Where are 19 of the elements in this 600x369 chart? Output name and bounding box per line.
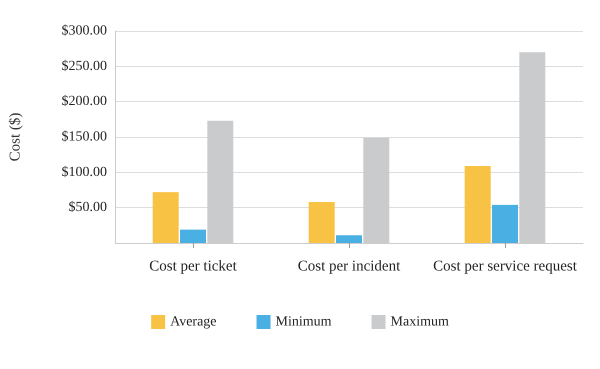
y-tick-label: $100.00: [62, 164, 107, 180]
bar: [336, 235, 362, 243]
y-tick-label: $200.00: [62, 94, 107, 110]
bar: [492, 204, 518, 243]
y-tick-label: $150.00: [62, 130, 107, 144]
y-axis-title: Cost ($): [8, 112, 24, 162]
legend-label: Maximum: [390, 314, 449, 330]
bar: [180, 230, 206, 243]
legend-label: Average: [170, 314, 217, 330]
x-tick-label: Cost per ticket: [149, 258, 238, 274]
legend-label: Minimum: [276, 314, 332, 330]
bar: [308, 202, 335, 243]
x-tick-label: Cost per incident: [298, 258, 402, 274]
bar: [152, 192, 179, 243]
y-tick-label: $50.00: [68, 200, 107, 216]
y-tick-label: $250.00: [62, 58, 107, 74]
y-tick-label: $300.00: [62, 24, 107, 38]
bar: [464, 166, 491, 243]
x-tick-label: Cost per service request: [433, 258, 578, 274]
